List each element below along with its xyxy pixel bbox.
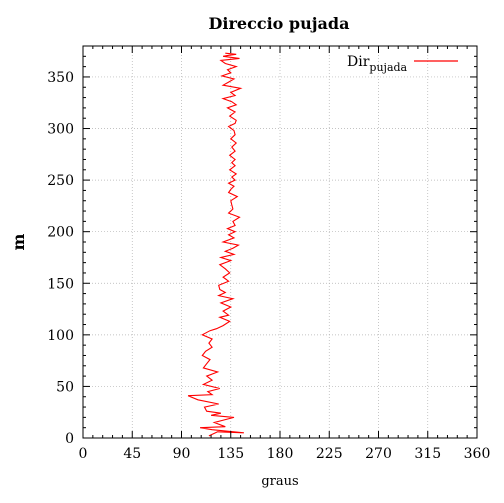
- data-series: [187, 52, 244, 437]
- y-tick-label: 150: [47, 276, 74, 292]
- x-tick-label: 180: [267, 446, 294, 462]
- x-axis-label: graus: [261, 474, 298, 489]
- y-axis-label: m: [9, 233, 28, 250]
- chart-title: Direccio pujada: [209, 14, 350, 33]
- x-tick-label: 45: [123, 446, 141, 462]
- x-tick-label: 315: [414, 446, 441, 462]
- legend-series-name: Dir: [347, 54, 370, 70]
- y-tick-label: 100: [47, 328, 74, 344]
- x-tick-label: 225: [316, 446, 343, 462]
- tick-labels: 0 45 90 135 180 225 270 315 360 0 50 100 150 200 250 30…: [47, 70, 490, 462]
- series-line-dir: [187, 52, 244, 437]
- y-tick-label: 250: [47, 173, 74, 189]
- y-tick-label: 200: [47, 225, 74, 241]
- y-tick-label: 350: [47, 70, 74, 86]
- axis-ticks: [82, 46, 478, 439]
- y-tick-label: 50: [56, 379, 74, 395]
- grid: [83, 46, 477, 438]
- x-tick-label: 360: [464, 446, 491, 462]
- y-tick-label: 0: [65, 431, 74, 447]
- x-tick-label: 0: [79, 446, 88, 462]
- legend: Dirpujada: [347, 54, 458, 74]
- x-tick-label: 90: [173, 446, 191, 462]
- y-tick-label: 300: [47, 122, 74, 138]
- legend-series-subscript: pujada: [369, 61, 407, 74]
- x-tick-label: 135: [217, 446, 244, 462]
- legend-label: Dirpujada: [347, 54, 408, 74]
- x-tick-label: 270: [365, 446, 392, 462]
